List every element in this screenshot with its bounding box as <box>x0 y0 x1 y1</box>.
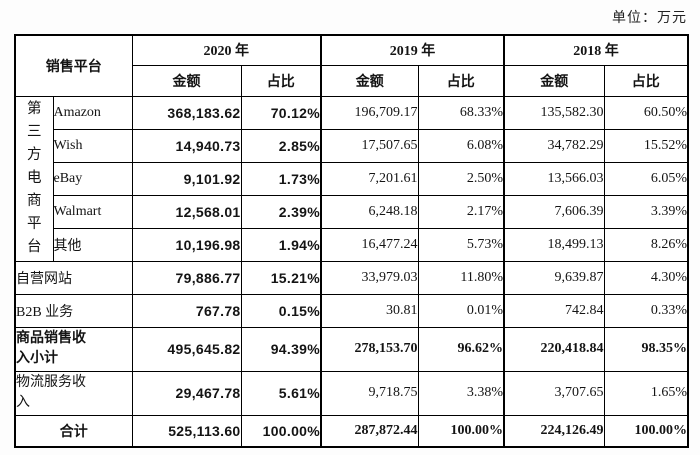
cell-percent-2018: 8.26% <box>603 227 689 262</box>
cell-percent-2019: 5.73% <box>417 227 505 262</box>
header-year-2018: 2018 年 <box>503 34 689 66</box>
cell-amount-2019: 278,153.70 <box>320 326 419 372</box>
unit-label: 单位：万元 <box>612 11 687 26</box>
cell-percent-2020: 5.61% <box>240 370 322 416</box>
row-label: Wish <box>52 128 133 163</box>
cell-percent-2018: 98.35% <box>603 326 689 372</box>
row-label: 自营网站 <box>14 260 133 295</box>
row-label-text: 商品销售收入小计 <box>16 331 86 366</box>
table-row-logistics-income: 物流服务收入 29,467.78 5.61% 9,718.75 3.38% 3,… <box>14 370 689 416</box>
cell-amount-2020: 767.78 <box>131 293 242 328</box>
cell-percent-2020: 1.73% <box>240 161 322 196</box>
cell-amount-2019: 17,507.65 <box>320 128 419 163</box>
header-year-2020: 2020 年 <box>131 34 322 66</box>
row-label: eBay <box>52 161 133 196</box>
cell-percent-2019: 2.50% <box>417 161 505 196</box>
group-label-text: 第三方电商平台 <box>27 101 42 255</box>
cell-amount-2020: 9,101.92 <box>131 161 242 196</box>
row-label: Walmart <box>52 194 133 229</box>
cell-amount-2018: 742.84 <box>503 293 605 328</box>
cell-amount-2018: 3,707.65 <box>503 370 605 416</box>
cell-percent-2018: 15.52% <box>603 128 689 163</box>
cell-amount-2018: 18,499.13 <box>503 227 605 262</box>
cell-amount-2020: 79,886.77 <box>131 260 242 295</box>
header-row-subcolumns: 金额 占比 金额 占比 金额 占比 <box>15 64 689 97</box>
cell-percent-2020: 100.00% <box>240 414 322 448</box>
cell-percent-2019: 0.01% <box>417 293 505 328</box>
row-label: 商品销售收入小计 <box>14 326 133 372</box>
table-row-ebay: eBay 9,101.92 1.73% 7,201.61 2.50% 13,56… <box>15 161 689 196</box>
cell-percent-2018: 3.39% <box>603 194 689 229</box>
cell-percent-2019: 3.38% <box>417 370 505 416</box>
cell-percent-2018: 100.00% <box>603 414 689 448</box>
row-label-text: 物流服务收入 <box>16 375 86 410</box>
table-row-goods-sales-subtotal: 商品销售收入小计 495,645.82 94.39% 278,153.70 96… <box>14 326 689 372</box>
header-percent-2018: 占比 <box>603 64 689 97</box>
cell-amount-2019: 9,718.75 <box>320 370 419 416</box>
cell-percent-2019: 11.80% <box>417 260 505 295</box>
cell-amount-2020: 368,183.62 <box>131 95 242 130</box>
cell-amount-2020: 12,568.01 <box>131 194 242 229</box>
table-row-total: 合计 525,113.60 100.00% 287,872.44 100.00%… <box>14 414 689 448</box>
cell-amount-2020: 525,113.60 <box>131 414 242 448</box>
table-row-wish: Wish 14,940.73 2.85% 17,507.65 6.08% 34,… <box>15 128 689 163</box>
cell-percent-2020: 94.39% <box>240 326 322 372</box>
cell-percent-2018: 60.50% <box>603 95 689 130</box>
cell-percent-2019: 68.33% <box>417 95 505 130</box>
cell-percent-2020: 2.39% <box>240 194 322 229</box>
cell-amount-2018: 7,606.39 <box>503 194 605 229</box>
cell-percent-2019: 6.08% <box>417 128 505 163</box>
cell-amount-2018: 9,639.87 <box>503 260 605 295</box>
cell-percent-2020: 1.94% <box>240 227 322 262</box>
header-percent-2019: 占比 <box>417 64 505 97</box>
cell-amount-2019: 33,979.03 <box>320 260 419 295</box>
header-platform: 销售平台 <box>14 34 133 97</box>
header-amount-2018: 金额 <box>503 64 605 97</box>
header-amount-2019: 金额 <box>320 64 419 97</box>
row-label: Amazon <box>52 95 133 130</box>
header-percent-2020: 占比 <box>240 64 322 97</box>
cell-amount-2018: 135,582.30 <box>503 95 605 130</box>
cell-percent-2018: 4.30% <box>603 260 689 295</box>
cell-amount-2020: 10,196.98 <box>131 227 242 262</box>
cell-percent-2020: 70.12% <box>240 95 322 130</box>
row-label: 物流服务收入 <box>14 370 133 416</box>
cell-percent-2020: 15.21% <box>240 260 322 295</box>
cell-percent-2018: 0.33% <box>603 293 689 328</box>
cell-percent-2019: 96.62% <box>417 326 505 372</box>
sales-platform-table: 销售平台 2020 年 2019 年 2018 年 金额 占比 金额 占比 金额… <box>14 34 689 448</box>
cell-amount-2020: 495,645.82 <box>131 326 242 372</box>
cell-percent-2018: 6.05% <box>603 161 689 196</box>
cell-percent-2020: 2.85% <box>240 128 322 163</box>
header-row-years: 销售平台 2020 年 2019 年 2018 年 <box>14 34 689 97</box>
cell-amount-2019: 7,201.61 <box>320 161 419 196</box>
cell-percent-2020: 0.15% <box>240 293 322 328</box>
row-label-total: 合计 <box>14 414 133 448</box>
cell-amount-2019: 287,872.44 <box>320 414 419 448</box>
cell-amount-2019: 196,709.17 <box>320 95 419 130</box>
table-row-own-website: 自营网站 79,886.77 15.21% 33,979.03 11.80% 9… <box>14 260 689 295</box>
cell-percent-2019: 100.00% <box>417 414 505 448</box>
table-row-walmart: Walmart 12,568.01 2.39% 6,248.18 2.17% 7… <box>15 194 689 229</box>
row-label: B2B 业务 <box>14 293 133 328</box>
cell-percent-2019: 2.17% <box>417 194 505 229</box>
cell-percent-2018: 1.65% <box>603 370 689 416</box>
table-row-amazon: 第三方电商平台 Amazon 368,183.62 70.12% 196,709… <box>14 95 689 262</box>
header-amount-2020: 金额 <box>131 64 242 97</box>
cell-amount-2018: 13,566.03 <box>503 161 605 196</box>
cell-amount-2020: 29,467.78 <box>131 370 242 416</box>
cell-amount-2018: 220,418.84 <box>503 326 605 372</box>
group-label-third-party-ecommerce: 第三方电商平台 <box>14 95 54 262</box>
table-row-b2b: B2B 业务 767.78 0.15% 30.81 0.01% 742.84 0… <box>14 293 689 328</box>
cell-amount-2019: 6,248.18 <box>320 194 419 229</box>
table-row-other: 其他 10,196.98 1.94% 16,477.24 5.73% 18,49… <box>15 227 689 262</box>
row-label: 其他 <box>52 227 133 262</box>
header-year-2019: 2019 年 <box>320 34 505 66</box>
cell-amount-2018: 224,126.49 <box>503 414 605 448</box>
cell-amount-2020: 14,940.73 <box>131 128 242 163</box>
cell-amount-2018: 34,782.29 <box>503 128 605 163</box>
cell-amount-2019: 16,477.24 <box>320 227 419 262</box>
cell-amount-2019: 30.81 <box>320 293 419 328</box>
